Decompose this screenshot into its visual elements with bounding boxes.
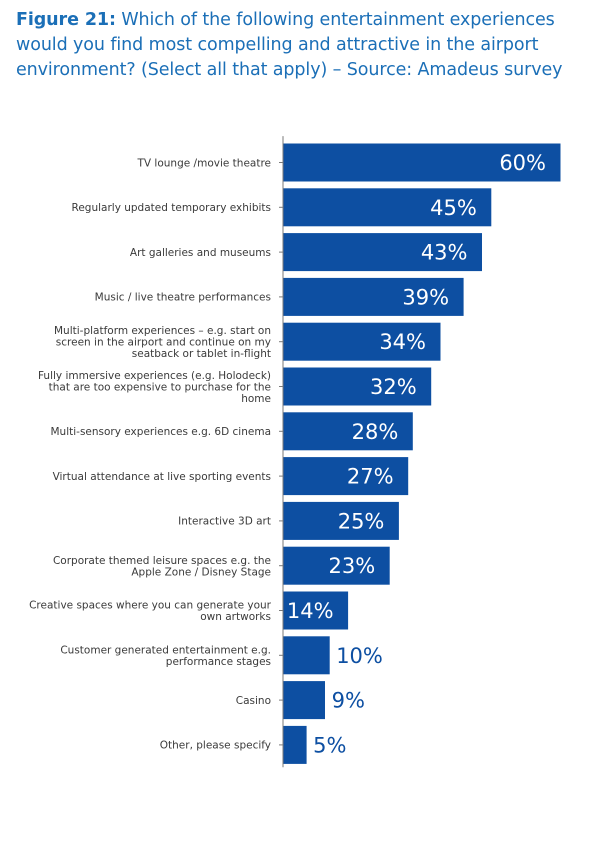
bar bbox=[283, 367, 432, 406]
category-label-line: TV lounge /movie theatre bbox=[137, 157, 272, 169]
category-label: Art galleries and museums bbox=[130, 247, 271, 259]
chart-title: Figure 21: Which of the following entert… bbox=[16, 8, 582, 83]
category-label-line: Other, please specify bbox=[160, 740, 271, 752]
category-label-line: Apple Zone / Disney Stage bbox=[131, 566, 271, 578]
category-label: Other, please specify bbox=[160, 740, 271, 752]
category-label-line: Fully immersive experiences (e.g. Holode… bbox=[38, 370, 271, 382]
category-label-line: Art galleries and museums bbox=[130, 247, 271, 259]
value-label: 43% bbox=[421, 241, 468, 265]
value-label: 14% bbox=[287, 599, 334, 623]
bar bbox=[283, 501, 399, 540]
value-label: 5% bbox=[313, 733, 346, 757]
category-label-line: Interactive 3D art bbox=[178, 516, 271, 528]
category-label-line: Music / live theatre performances bbox=[95, 292, 271, 304]
category-label: Multi-platform experiences – e.g. start … bbox=[54, 325, 271, 360]
value-label: 32% bbox=[370, 375, 417, 399]
value-label: 25% bbox=[338, 509, 385, 533]
category-label-line: Customer generated entertainment e.g. bbox=[60, 644, 271, 656]
bar bbox=[283, 412, 413, 451]
bar bbox=[283, 143, 561, 182]
category-label-line: Regularly updated temporary exhibits bbox=[72, 202, 272, 214]
category-label-line: Corporate themed leisure spaces e.g. the bbox=[53, 555, 271, 567]
bar bbox=[283, 233, 482, 272]
figure-caption: Which of the following entertainment exp… bbox=[16, 10, 563, 80]
value-label: 60% bbox=[499, 151, 546, 175]
bar bbox=[283, 636, 330, 675]
category-label-line: Multi-platform experiences – e.g. start … bbox=[54, 325, 271, 337]
value-label: 39% bbox=[402, 285, 449, 309]
category-label: Fully immersive experiences (e.g. Holode… bbox=[38, 370, 271, 405]
value-label: 10% bbox=[336, 644, 383, 668]
category-label-line: seatback or tablet in-flight bbox=[132, 348, 271, 360]
category-label: Customer generated entertainment e.g. per… bbox=[60, 644, 271, 668]
bar bbox=[283, 546, 390, 585]
category-label-line: that are too expensive to purchase for t… bbox=[49, 381, 271, 393]
category-label: Music / live theatre performances bbox=[95, 292, 271, 304]
category-label-line: Multi-sensory experiences e.g. 6D cinema bbox=[50, 426, 271, 438]
category-label: Corporate themed leisure spaces e.g. the… bbox=[53, 555, 271, 579]
category-label: Regularly updated temporary exhibits bbox=[72, 202, 272, 214]
bar bbox=[283, 681, 325, 720]
category-label: Multi-sensory experiences e.g. 6D cinema bbox=[50, 426, 271, 438]
value-label: 27% bbox=[347, 465, 394, 489]
category-label-line: performance stages bbox=[166, 656, 271, 668]
bar bbox=[283, 188, 492, 227]
category-label: Virtual attendance at live sporting even… bbox=[53, 471, 271, 483]
value-label: 34% bbox=[379, 330, 426, 354]
category-label: Interactive 3D art bbox=[178, 516, 271, 528]
category-label: Creative spaces where you can generate y… bbox=[29, 600, 272, 624]
category-label-line: Virtual attendance at live sporting even… bbox=[53, 471, 271, 483]
figure-number: Figure 21: bbox=[16, 10, 116, 30]
category-label-line: Creative spaces where you can generate y… bbox=[29, 600, 272, 612]
category-label: Casino bbox=[236, 695, 271, 707]
category-label-line: own artworks bbox=[200, 611, 271, 623]
value-label: 45% bbox=[430, 196, 477, 220]
category-label: TV lounge /movie theatre bbox=[137, 157, 272, 169]
bar bbox=[283, 457, 409, 496]
value-label: 28% bbox=[352, 420, 399, 444]
category-label-line: home bbox=[241, 393, 271, 405]
category-label-line: screen in the airport and continue on my bbox=[56, 337, 271, 349]
bar bbox=[283, 322, 441, 361]
bar bbox=[283, 277, 464, 316]
value-label: 23% bbox=[329, 554, 376, 578]
value-label: 9% bbox=[332, 689, 365, 713]
category-label-line: Casino bbox=[236, 695, 271, 707]
bar bbox=[283, 591, 349, 630]
bar bbox=[283, 725, 307, 764]
